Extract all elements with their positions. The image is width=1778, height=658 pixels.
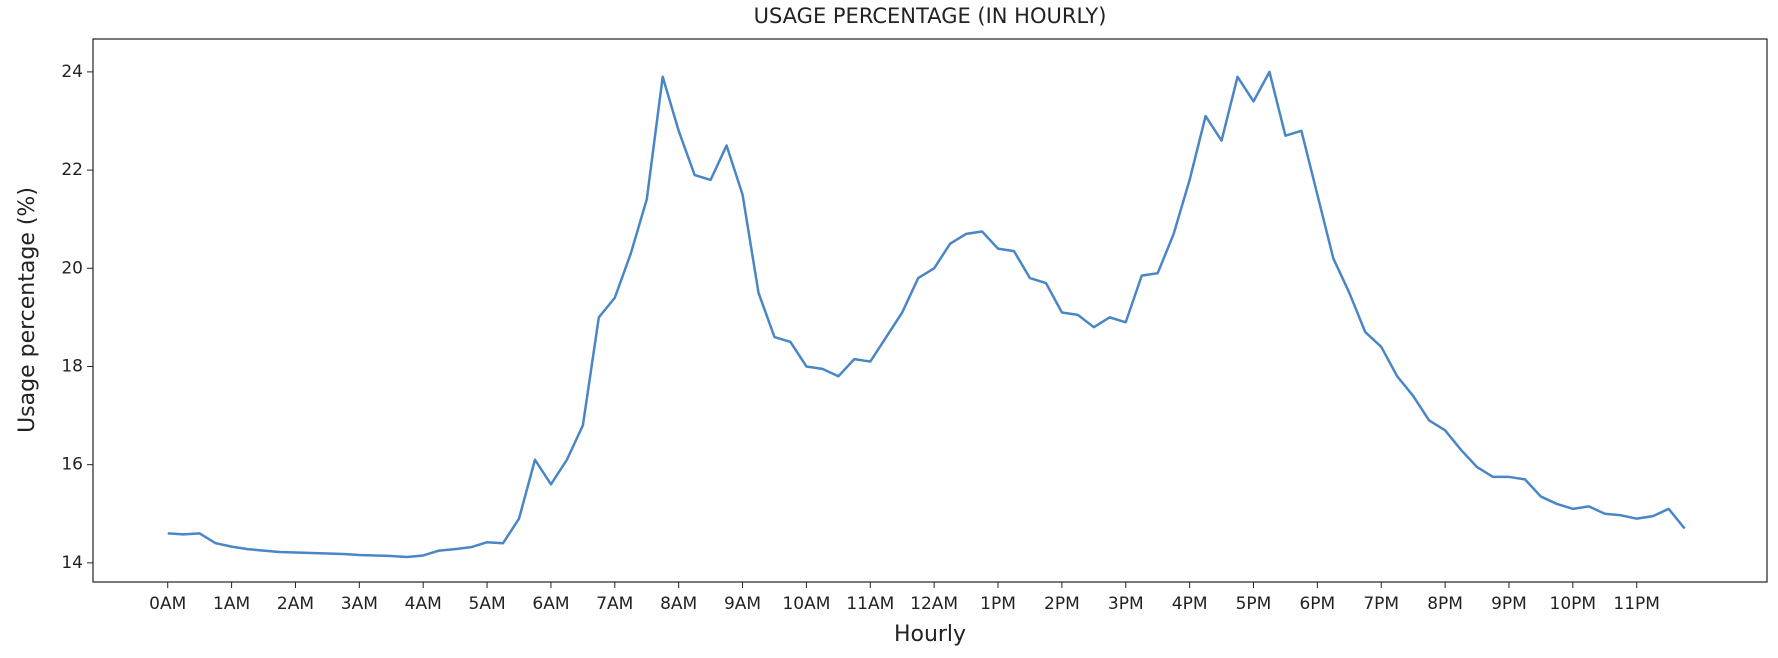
x-axis-label: Hourly (894, 622, 966, 647)
plot-frame (92, 38, 1768, 583)
x-tick-label: 4PM (1172, 594, 1208, 614)
x-tick-label: 6AM (532, 594, 569, 614)
y-tick-label: 22 (61, 160, 83, 180)
x-tick-label: 9AM (724, 594, 761, 614)
x-tick-label: 8AM (660, 594, 697, 614)
x-tick-label: 6PM (1299, 594, 1335, 614)
x-tick-label: 4AM (405, 594, 442, 614)
x-tick-label: 2PM (1044, 594, 1080, 614)
x-tick-label: 1PM (980, 594, 1016, 614)
x-tick-label: 2AM (277, 594, 314, 614)
chart-title: USAGE PERCENTAGE (IN HOURLY) (754, 4, 1107, 28)
y-tick-label: 20 (61, 258, 83, 278)
y-axis-label: Usage percentage (%) (15, 187, 40, 433)
x-tick-label: 10AM (782, 594, 830, 614)
x-tick-label: 12AM (910, 594, 958, 614)
data-line (167, 70, 1686, 559)
x-tick-label: 9PM (1491, 594, 1527, 614)
x-tick-label: 8PM (1427, 594, 1463, 614)
y-tick-label: 14 (61, 553, 83, 573)
x-tick-label: 3AM (341, 594, 378, 614)
x-tick-label: 3PM (1108, 594, 1144, 614)
y-tick-label: 16 (61, 455, 83, 475)
y-tick-label: 24 (61, 62, 83, 82)
x-tick-label: 5PM (1236, 594, 1272, 614)
x-tick-label: 7AM (596, 594, 633, 614)
x-tick-label: 10PM (1550, 594, 1597, 614)
x-tick-label: 5AM (469, 594, 506, 614)
x-tick-label: 11PM (1613, 594, 1660, 614)
x-tick-label: 7PM (1363, 594, 1399, 614)
x-tick-label: 0AM (149, 594, 186, 614)
x-tick-label: 11AM (846, 594, 894, 614)
y-tick-label: 18 (61, 356, 83, 376)
x-tick-label: 1AM (213, 594, 250, 614)
